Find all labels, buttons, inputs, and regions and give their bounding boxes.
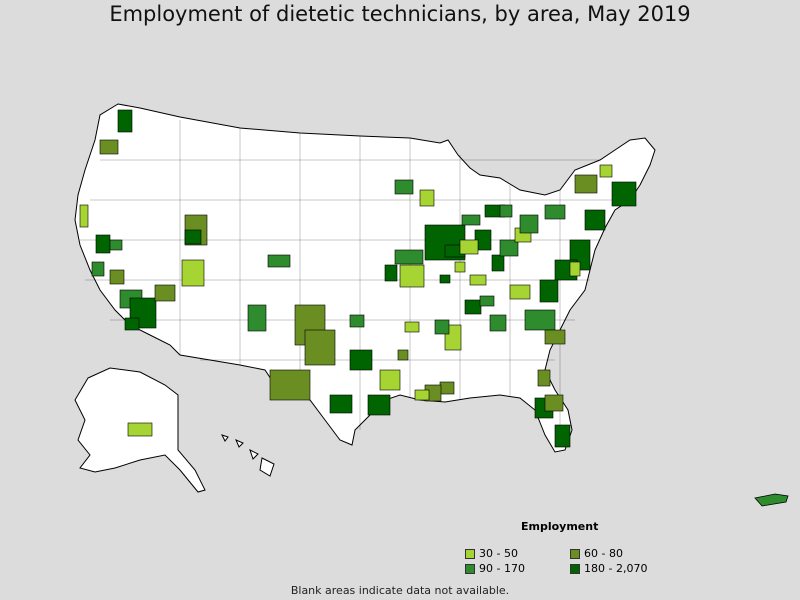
employment-area [394,249,424,265]
footnote: Blank areas indicate data not available. [290,584,510,597]
employment-area [439,381,455,395]
employment-area [184,229,202,245]
alaska-anchorage-area [127,422,153,437]
employment-area [419,189,435,207]
legend-label-1: 30 - 50 [479,547,518,560]
employment-area [439,274,451,284]
legend-swatch-1 [465,548,475,559]
legend-items: 30 - 50 60 - 80 90 - 170 180 - 2,070 [465,547,665,575]
employment-area [349,314,365,328]
hawaii-island-3 [249,449,259,460]
puerto-rico [754,493,789,507]
legend-label-2: 60 - 80 [584,547,623,560]
employment-area [499,204,513,218]
employment-area [499,239,519,257]
employment-area [95,234,111,254]
employment-area [181,259,205,287]
map-title: Employment of dietetic technicians, by a… [109,2,691,26]
employment-area [469,274,487,286]
employment-area [454,261,466,273]
employment-area [109,239,123,251]
legend-swatch-2 [570,548,580,559]
employment-area [91,261,105,277]
legend-item-2: 60 - 80 [570,547,680,560]
employment-area [99,139,119,155]
employment-area [367,394,391,416]
employment-area [611,181,637,207]
employment-area [384,264,398,282]
legend-item-1: 30 - 50 [465,547,570,560]
legend-item-3: 90 - 170 [465,562,570,575]
employment-area [79,204,89,228]
employment-area [479,295,495,307]
legend-label-3: 90 - 170 [479,562,525,575]
hawaii [221,434,275,477]
employment-area [459,239,479,255]
employment-areas [79,109,637,448]
employment-area [394,179,414,195]
employment-area [519,214,539,234]
employment-area [109,269,125,285]
employment-area [267,254,291,268]
employment-area [397,349,409,361]
employment-area [544,329,566,345]
employment-area [461,214,481,226]
employment-area [129,297,157,329]
employment-area [304,329,336,366]
hawaii-island-4 [259,457,275,477]
employment-area [574,174,598,194]
alaska [74,367,206,493]
employment-area [539,279,559,303]
employment-area [117,109,133,133]
puerto-rico-island [754,493,789,507]
employment-area [524,309,556,331]
employment-area [154,284,176,302]
employment-area [379,369,401,391]
employment-area [489,314,507,332]
employment-area [349,349,373,371]
legend-item-4: 180 - 2,070 [570,562,680,575]
employment-area [124,317,140,331]
employment-area [269,369,311,401]
employment-area [544,394,564,412]
employment-area [599,164,613,178]
legend-swatch-4 [570,563,580,574]
employment-area [584,209,606,231]
employment-area [414,389,430,401]
employment-area [491,254,505,272]
employment-area [509,284,531,300]
employment-area [434,319,450,335]
employment-area [537,369,551,387]
legend-title: Employment [521,520,599,533]
legend-swatch-3 [465,563,475,574]
employment-area [554,424,571,448]
employment-area [544,204,566,220]
legend-label-4: 180 - 2,070 [584,562,648,575]
employment-area [404,321,420,333]
legend: Employment 30 - 50 60 - 80 90 - 170 180 … [465,520,665,575]
employment-area [464,299,482,315]
hawaii-island-2 [235,439,244,448]
hawaii-island-1 [221,434,229,442]
employment-area [569,261,581,277]
employment-area [399,264,425,288]
employment-area [329,394,353,414]
employment-area [247,304,267,332]
